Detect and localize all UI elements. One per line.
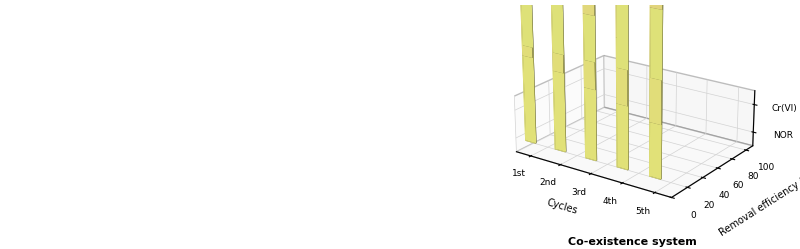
- X-axis label: Cycles: Cycles: [546, 198, 579, 216]
- Y-axis label: Removal efficiency (%): Removal efficiency (%): [718, 170, 800, 238]
- Text: Co-existence system: Co-existence system: [568, 237, 696, 247]
